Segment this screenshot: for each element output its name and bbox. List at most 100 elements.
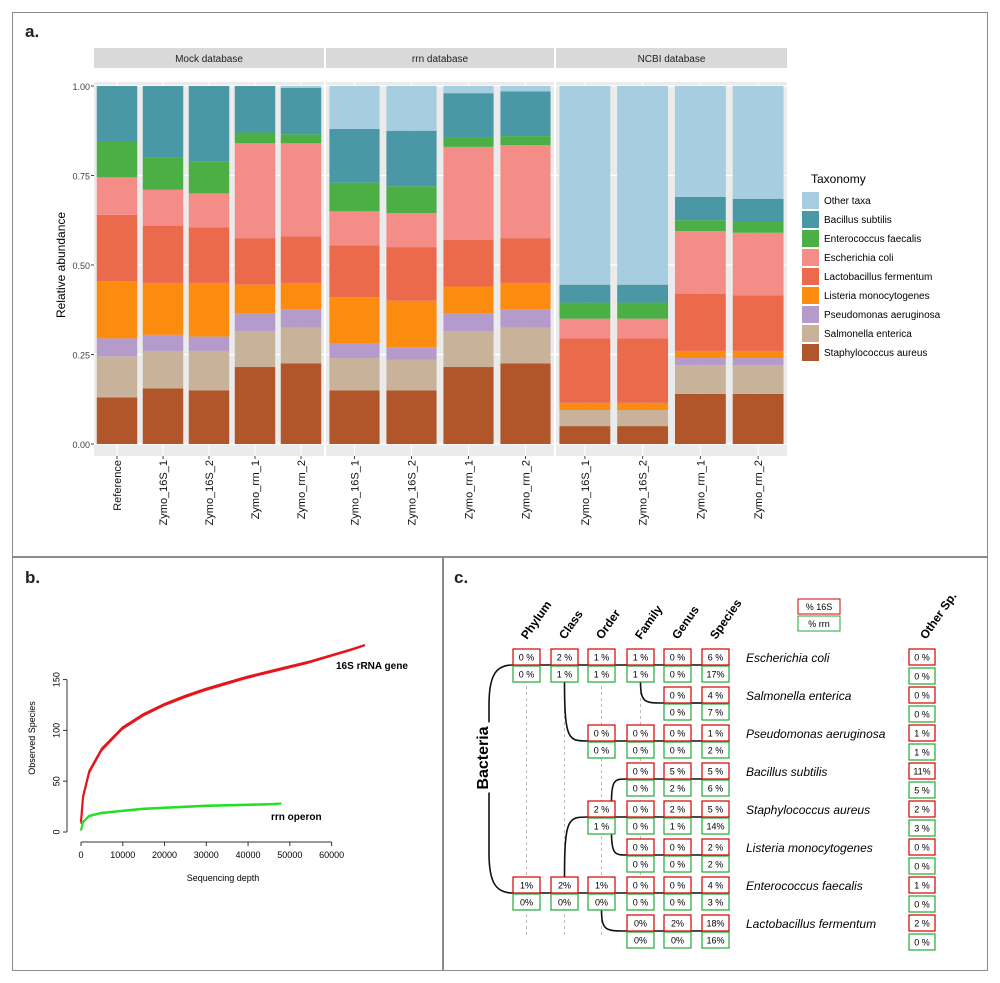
bar-segment-escherichia-coli: [674, 230, 726, 294]
x-tick-label: Zymo_rrn_1: [250, 460, 262, 519]
node-box-16s: [587, 724, 616, 742]
other-box-16s: [908, 800, 936, 818]
node-box-rrn: [663, 893, 692, 911]
bar-segment-lactobacillus-fermentum: [96, 214, 138, 282]
rank-header-species: Species: [707, 596, 745, 641]
node-value-rrn: 0 %: [670, 898, 686, 908]
bar-segment-other-taxa: [674, 86, 726, 197]
node-box-rrn: [663, 779, 692, 797]
bar-segment-escherichia-coli: [188, 193, 230, 228]
node-box-rrn: [701, 893, 730, 911]
tree-branch: [563, 816, 589, 878]
node-box-16s: [663, 648, 692, 666]
node-box-rrn: [701, 779, 730, 797]
y-axis-label: Relative abundance: [54, 212, 68, 318]
y-tick-label: 0: [51, 829, 61, 834]
other-value-rrn: 0 %: [914, 862, 930, 872]
bar-segment-other-taxa: [443, 86, 494, 94]
legend-swatch-salmonella-enterica: [802, 325, 819, 342]
other-box-rrn: [908, 857, 936, 875]
node-box-rrn: [626, 931, 655, 949]
bar-segment-lactobacillus-fermentum: [674, 293, 726, 351]
other-box-rrn: [908, 743, 936, 761]
other-value-16s: 0 %: [914, 843, 930, 853]
x-tick-label: Zymo_rrn_1: [464, 460, 476, 519]
node-value-16s: 5 %: [670, 767, 686, 777]
bar-segment-staphylococcus-aureus: [443, 367, 494, 444]
node-value-rrn: 17%: [706, 670, 724, 680]
node-value-rrn: 3 %: [708, 898, 724, 908]
node-value-16s: 1%: [520, 881, 533, 891]
x-tick-label: 40000: [236, 850, 261, 860]
node-box-16s: [626, 876, 655, 894]
node-box-16s: [587, 800, 616, 818]
legend-label-salmonella-enterica: Salmonella enterica: [824, 329, 912, 340]
bar-segment-pseudomonas-aeruginosa: [674, 358, 726, 366]
bar-segment-salmonella-enterica: [500, 327, 551, 364]
bar-segment-lactobacillus-fermentum: [617, 338, 669, 403]
legend-swatch-bacillus-subtilis: [802, 211, 819, 228]
other-value-rrn: 0 %: [914, 672, 930, 682]
node-value-16s: 0 %: [670, 881, 686, 891]
bar-segment-bacillus-subtilis: [280, 87, 322, 135]
tree-branch: [610, 832, 628, 856]
bar-segment-salmonella-enterica: [188, 350, 230, 391]
node-box-16s: [663, 686, 692, 704]
node-box-16s: [626, 762, 655, 780]
legend-label-escherichia-coli: Escherichia coli: [824, 253, 893, 264]
bar-segment-bacillus-subtilis: [617, 284, 669, 303]
facet-strip: [556, 48, 787, 68]
node-box-16s: [663, 724, 692, 742]
bar-segment-escherichia-coli: [280, 143, 322, 237]
node-value-rrn: 1 %: [670, 822, 686, 832]
node-value-16s: 0 %: [670, 729, 686, 739]
legend-label-other-taxa: Other taxa: [824, 196, 871, 207]
key-label-16s: % 16S: [806, 602, 833, 612]
node-box-16s: [663, 762, 692, 780]
node-box-16s: [587, 876, 616, 894]
node-box-rrn: [626, 817, 655, 835]
species-name-salmonella-enterica: Salmonella enterica: [746, 689, 852, 703]
node-value-16s: 0 %: [594, 729, 610, 739]
bar-segment-salmonella-enterica: [559, 409, 611, 427]
tree-node: 5 % 2 %: [663, 762, 692, 797]
node-box-rrn: [626, 893, 655, 911]
bar-segment-listeria-monocytogenes: [329, 297, 380, 344]
panel-c: c. Phylum Class Order Family Genus Species Oth…: [443, 557, 988, 971]
node-box-rrn: [626, 741, 655, 759]
bar-segment-lactobacillus-fermentum: [188, 227, 230, 283]
tree-node: 0 % 0 %: [587, 724, 616, 759]
x-tick-label: 60000: [319, 850, 344, 860]
bar-segment-escherichia-coli: [234, 143, 276, 239]
node-value-16s: 0 %: [633, 767, 649, 777]
node-value-rrn: 0%: [634, 936, 647, 946]
other-value-rrn: 5 %: [914, 786, 930, 796]
node-value-rrn: 0 %: [633, 898, 649, 908]
tree-node: 5 % 14%: [701, 800, 730, 835]
bar-segment-escherichia-coli: [386, 213, 437, 248]
series-line-16s-rrna-gene: [79, 643, 366, 822]
node-value-16s: 2%: [558, 881, 571, 891]
bar-segment-lactobacillus-fermentum: [500, 238, 551, 283]
rank-header-class: Class: [556, 607, 586, 642]
bar-segment-salmonella-enterica: [443, 331, 494, 368]
node-box-16s: [626, 914, 655, 932]
node-box-16s: [701, 724, 730, 742]
node-box-rrn: [701, 665, 730, 683]
tree-node: 0 % 0 %: [663, 686, 692, 721]
tree-root-branch: [488, 664, 514, 894]
other-value-rrn: 0 %: [914, 938, 930, 948]
node-value-16s: 5 %: [708, 805, 724, 815]
bar-segment-lactobacillus-fermentum: [142, 225, 184, 283]
legend-label-bacillus-subtilis: Bacillus subtilis: [824, 215, 892, 226]
bar-segment-listeria-monocytogenes: [96, 281, 138, 339]
node-value-16s: 0 %: [633, 805, 649, 815]
x-tick-label: 0: [78, 850, 83, 860]
bar-segment-salmonella-enterica: [674, 365, 726, 394]
bar-segment-other-taxa: [559, 86, 611, 285]
bar-segment-enterococcus-faecalis: [617, 302, 669, 319]
bar-segment-bacillus-subtilis: [329, 128, 380, 183]
tree-node: 0 % 0 %: [663, 876, 692, 911]
node-value-rrn: 1 %: [594, 670, 610, 680]
bar-segment-enterococcus-faecalis: [96, 141, 138, 178]
